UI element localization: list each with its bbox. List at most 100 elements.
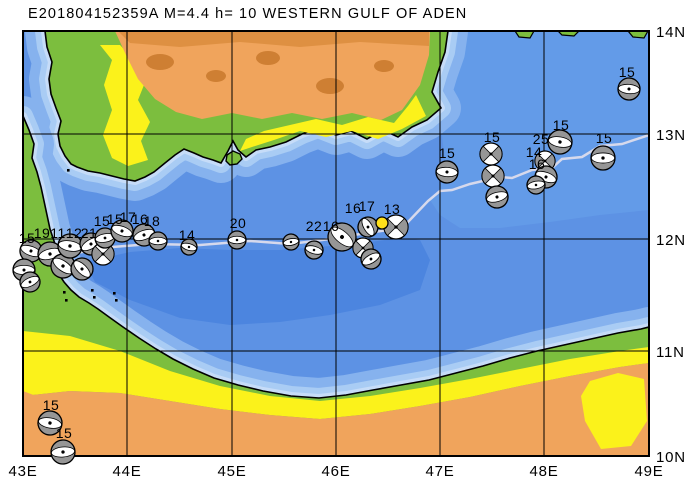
event-day-label: 16 <box>529 156 546 172</box>
event-day-label: 11 <box>50 225 66 241</box>
focal-mechanism-beachball <box>37 410 63 436</box>
terrain-yellow <box>240 95 426 151</box>
focal-mechanism-beachball <box>435 160 459 184</box>
beachball-center-dot <box>491 174 495 178</box>
beachball-center-dot <box>156 239 160 243</box>
event-day-label: 15 <box>553 117 570 133</box>
beachball-center-dot <box>289 240 293 244</box>
beachball-center-dot <box>48 252 52 256</box>
event-day-label: 15 <box>439 145 456 161</box>
terrain-orange <box>115 31 430 120</box>
beachball-center-dot <box>495 195 499 199</box>
focal-mechanism-beachball <box>19 271 41 293</box>
beachball-quadrant <box>481 167 494 185</box>
beachball-center-dot <box>80 267 84 271</box>
island <box>225 150 243 166</box>
seismicity-dot <box>113 292 116 295</box>
beachball-center-dot <box>312 248 316 252</box>
beachball-center-dot <box>534 183 538 187</box>
beachball-center-dot <box>543 159 547 163</box>
beachball-center-dot <box>394 225 398 229</box>
coast-sliver <box>627 31 649 39</box>
latitude-label: 13N <box>656 127 686 144</box>
beachball-center-dot <box>544 175 548 179</box>
event-day-label: 25 <box>533 131 550 147</box>
latitude-label: 12N <box>656 232 686 249</box>
focal-mechanism-beachball <box>617 77 641 101</box>
beachball-center-dot <box>361 246 365 250</box>
longitude-label: 43E <box>8 463 37 480</box>
event-day-label: 15 <box>596 130 613 146</box>
beachball-center-dot <box>142 233 146 237</box>
focal-mechanism-beachball <box>94 227 116 249</box>
longitude-label: 49E <box>634 463 663 480</box>
event-day-label: 15 <box>43 397 60 413</box>
event-day-label: 21 <box>81 225 98 241</box>
longitude-label: 44E <box>112 463 141 480</box>
latitude-label: 11N <box>656 344 685 361</box>
beachball-center-dot <box>340 235 344 239</box>
focal-mechanism-beachball <box>70 257 94 281</box>
event-day-label: 15 <box>107 211 124 227</box>
beachball-quadrant <box>479 145 492 163</box>
coast-sliver <box>557 31 580 37</box>
latitude-label: 14N <box>656 24 686 41</box>
beachball-center-dot <box>101 252 105 256</box>
beachball-quadrant <box>395 217 409 237</box>
beachball-quadrant <box>91 245 104 263</box>
beachball-center-dot <box>366 225 370 229</box>
event-day-label: 15 <box>619 64 636 80</box>
beachball-center-dot <box>120 229 124 233</box>
seismicity-dot <box>93 296 96 299</box>
beachball-quadrant <box>492 167 505 185</box>
focal-mechanism-beachball <box>360 248 382 270</box>
longitude-label: 47E <box>425 463 454 480</box>
focal-mechanism-beachball <box>479 142 503 166</box>
event-day-label: 15 <box>19 230 36 246</box>
seismicity-dot <box>63 291 66 294</box>
beachball-center-dot <box>489 152 493 156</box>
focal-mechanism-beachball <box>110 219 134 243</box>
beachball-center-dot <box>29 249 33 253</box>
event-day-label: 17 <box>120 209 137 225</box>
seismicity-dot <box>115 299 118 302</box>
sea-deep-basin <box>85 238 430 325</box>
longitude-label: 45E <box>217 463 246 480</box>
event-day-label: 14 <box>526 144 543 160</box>
focal-mechanism-beachball <box>304 240 324 260</box>
coast-sliver <box>514 31 535 39</box>
latitude-label: 10N <box>656 449 686 466</box>
beachball-center-dot <box>89 242 93 246</box>
focal-mechanism-beachball <box>526 175 546 195</box>
beachball-center-dot <box>28 280 32 284</box>
focal-mechanism-beachball <box>375 216 389 230</box>
terrain-yellow <box>23 331 649 419</box>
longitude-label: 46E <box>321 463 350 480</box>
beachball-center-dot <box>369 257 373 261</box>
beachball-center-dot <box>445 170 449 174</box>
beachball-center-dot <box>601 156 605 160</box>
beachball-center-dot <box>61 450 65 454</box>
beachball-center-dot <box>61 264 65 268</box>
beachball-center-dot <box>235 238 239 242</box>
terrain-yellow <box>581 373 647 449</box>
event-day-label: 19 <box>34 225 51 241</box>
beachball-center-dot <box>48 421 52 425</box>
event-day-label: 22 <box>306 218 323 234</box>
seismicity-dot <box>65 299 68 302</box>
longitude-label: 48E <box>529 463 558 480</box>
beachball-center-dot <box>187 245 191 249</box>
beachball-center-dot <box>627 87 631 91</box>
event-day-label: 12 <box>66 225 83 241</box>
focal-mechanism-beachball <box>383 214 409 240</box>
beachball-center-dot <box>558 140 562 144</box>
figure-title: E201804152359A M=4.4 h= 10 WESTERN GULF … <box>28 6 468 22</box>
event-day-label: 20 <box>230 215 247 231</box>
focal-mechanism-beachball <box>91 242 115 266</box>
event-day-label: 16 <box>345 200 362 216</box>
focal-mechanism-beachball <box>357 216 379 238</box>
focal-mechanism-beachball <box>57 233 83 259</box>
event-day-label: 15 <box>484 129 501 145</box>
